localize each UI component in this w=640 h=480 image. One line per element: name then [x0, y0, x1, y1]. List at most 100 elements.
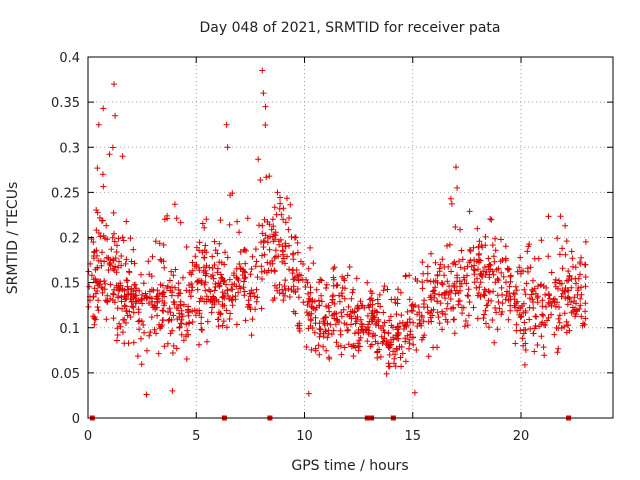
data-point — [374, 296, 381, 303]
data-point — [350, 342, 357, 349]
data-point — [432, 284, 439, 291]
data-point — [428, 292, 434, 299]
data-point — [241, 275, 248, 282]
data-point — [100, 105, 107, 112]
data-point — [309, 297, 316, 304]
data-point — [138, 296, 145, 303]
data-point — [442, 295, 449, 302]
data-point — [114, 325, 121, 332]
data-point — [500, 273, 507, 280]
data-point — [351, 330, 358, 337]
data-point — [122, 296, 129, 303]
data-point — [571, 294, 578, 301]
data-point — [202, 287, 209, 294]
data-point — [409, 334, 416, 341]
data-point — [183, 244, 190, 250]
tick-labels: 0 0.05 0.1 0.15 0.2 0.25 0.3 0.35 0.4 0 5 10 15 20 — [51, 51, 529, 444]
data-point — [383, 370, 390, 377]
data-point — [136, 287, 143, 294]
data-point — [312, 314, 319, 321]
data-point — [150, 287, 157, 294]
data-point — [538, 321, 545, 328]
data-point — [563, 238, 570, 245]
data-point — [231, 270, 237, 277]
data-point — [559, 245, 566, 252]
data-point — [434, 271, 441, 278]
data-point — [271, 254, 278, 261]
data-point — [282, 260, 288, 267]
data-point — [323, 347, 330, 354]
data-point — [286, 242, 292, 249]
data-point — [477, 279, 484, 286]
data-point — [216, 240, 223, 247]
data-point — [140, 322, 147, 328]
data-point — [248, 266, 255, 272]
data-point — [464, 272, 470, 279]
data-point — [138, 271, 144, 278]
data-point — [296, 320, 303, 327]
data-point — [490, 253, 497, 260]
data-point — [112, 263, 119, 270]
y-tick-label: 0.1 — [59, 322, 80, 337]
data-point — [499, 300, 506, 307]
data-point — [572, 313, 579, 320]
data-point — [493, 309, 500, 316]
data-point — [264, 235, 271, 242]
data-point — [330, 276, 337, 283]
data-point — [203, 293, 210, 300]
data-point — [247, 271, 254, 278]
data-point — [204, 318, 211, 325]
data-point — [555, 345, 562, 352]
data-point — [464, 322, 471, 329]
data-point — [303, 344, 310, 350]
data-point — [284, 195, 290, 202]
data-point — [397, 354, 404, 361]
data-point — [555, 315, 562, 322]
data-point — [253, 286, 260, 293]
data-point — [188, 287, 195, 294]
data-point — [109, 297, 116, 304]
data-point — [279, 251, 286, 258]
data-point — [522, 347, 529, 353]
data-point — [333, 339, 340, 346]
data-point — [258, 239, 265, 246]
data-point — [474, 292, 481, 299]
data-point — [481, 286, 488, 293]
data-point — [487, 216, 494, 222]
data-point — [91, 285, 98, 292]
data-point — [151, 326, 158, 333]
data-point — [209, 272, 216, 279]
data-point — [273, 253, 279, 260]
data-point — [91, 321, 98, 328]
data-point — [117, 323, 124, 330]
data-point — [496, 305, 503, 312]
data-point — [577, 271, 583, 278]
data-point — [285, 285, 292, 292]
data-point — [463, 280, 470, 287]
data-point — [446, 241, 453, 248]
data-point — [480, 315, 487, 322]
data-point — [561, 310, 568, 317]
data-point — [258, 263, 265, 270]
data-point — [305, 290, 312, 297]
data-point — [404, 308, 411, 315]
data-point — [348, 343, 355, 350]
data-point — [269, 216, 276, 223]
data-point — [279, 258, 286, 265]
data-point — [311, 329, 318, 336]
data-point — [482, 307, 489, 314]
data-point — [145, 300, 152, 307]
data-point — [345, 303, 352, 310]
data-point — [563, 277, 570, 284]
data-point — [217, 311, 224, 318]
data-point — [478, 242, 485, 249]
data-point — [418, 312, 425, 319]
data-point — [553, 283, 559, 290]
data-point — [436, 320, 443, 327]
data-point — [494, 292, 501, 299]
data-point — [559, 265, 566, 272]
data-point — [85, 303, 92, 310]
data-point — [128, 298, 135, 305]
data-point — [193, 312, 199, 319]
data-point — [512, 283, 519, 290]
